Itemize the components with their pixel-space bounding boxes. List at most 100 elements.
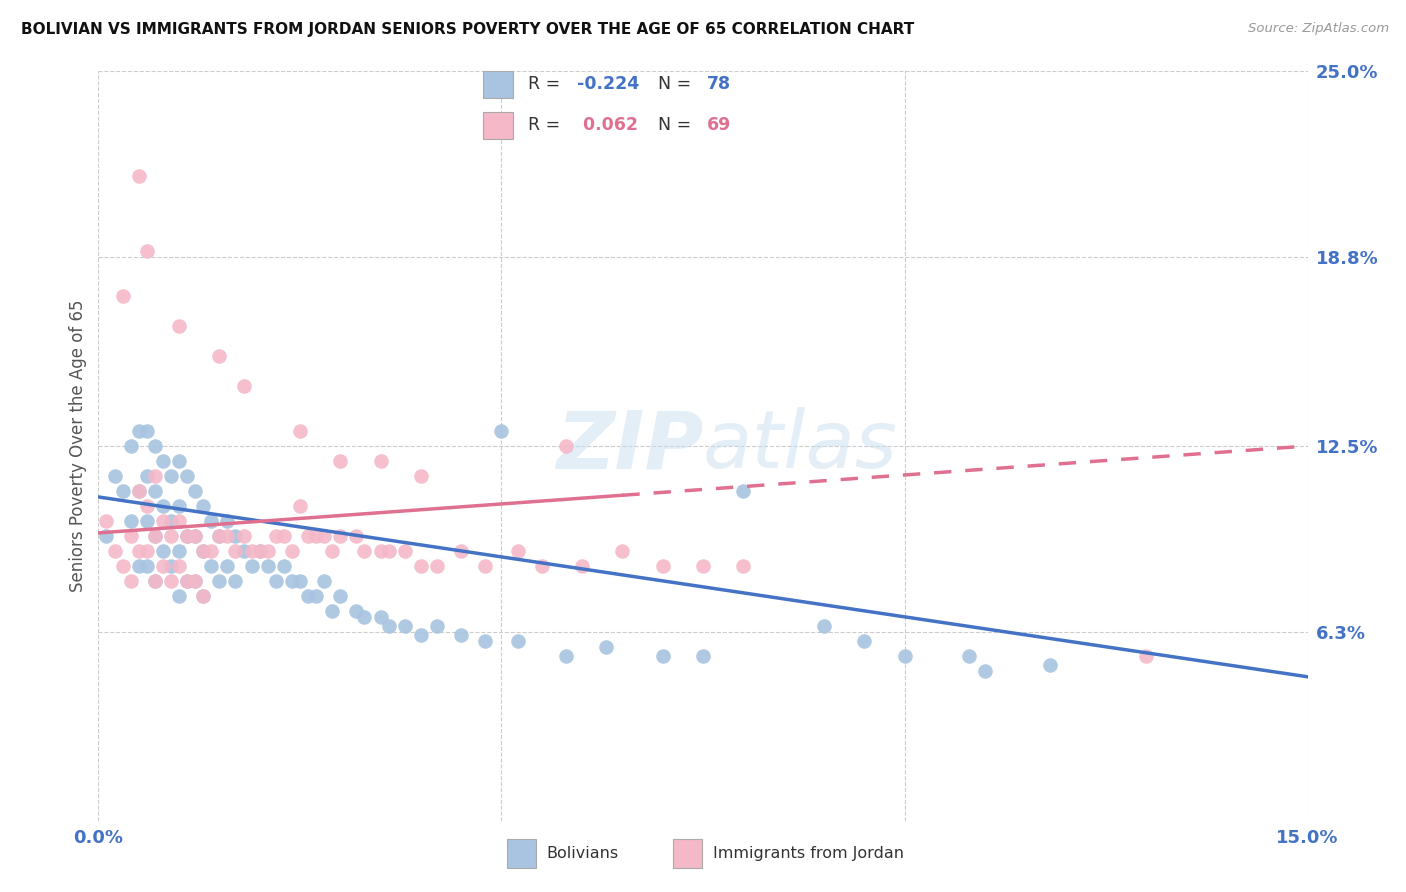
Point bbox=[264, 529, 287, 543]
Text: -0.224: -0.224 bbox=[576, 76, 640, 94]
Point bbox=[143, 439, 166, 453]
Point bbox=[281, 544, 304, 558]
Point bbox=[193, 544, 215, 558]
Point bbox=[273, 529, 295, 543]
Text: BOLIVIAN VS IMMIGRANTS FROM JORDAN SENIORS POVERTY OVER THE AGE OF 65 CORRELATIO: BOLIVIAN VS IMMIGRANTS FROM JORDAN SENIO… bbox=[21, 22, 914, 37]
Point bbox=[143, 483, 166, 498]
Point bbox=[120, 574, 142, 588]
Point bbox=[377, 544, 399, 558]
Point bbox=[305, 589, 328, 603]
Point bbox=[217, 558, 239, 573]
Point bbox=[193, 544, 215, 558]
Text: Bolivians: Bolivians bbox=[547, 847, 619, 861]
Point bbox=[217, 514, 239, 528]
Point bbox=[111, 289, 134, 303]
Point bbox=[167, 454, 190, 468]
Point bbox=[353, 544, 375, 558]
Point bbox=[120, 529, 142, 543]
Point bbox=[128, 483, 150, 498]
Point bbox=[344, 529, 367, 543]
Point bbox=[135, 499, 157, 513]
Point bbox=[733, 558, 755, 573]
Point bbox=[813, 619, 835, 633]
Point bbox=[232, 529, 254, 543]
Point bbox=[240, 544, 263, 558]
Point bbox=[474, 633, 496, 648]
Point bbox=[288, 574, 311, 588]
Point bbox=[224, 529, 246, 543]
Point bbox=[530, 558, 553, 573]
Point bbox=[321, 544, 343, 558]
FancyBboxPatch shape bbox=[484, 71, 513, 98]
Point bbox=[135, 558, 157, 573]
Point bbox=[506, 633, 529, 648]
Point bbox=[474, 558, 496, 573]
Point bbox=[160, 529, 183, 543]
Point bbox=[409, 628, 432, 642]
Point bbox=[297, 589, 319, 603]
Point bbox=[232, 544, 254, 558]
Point bbox=[217, 529, 239, 543]
Point bbox=[135, 424, 157, 438]
Point bbox=[176, 529, 198, 543]
Point bbox=[167, 589, 190, 603]
Point bbox=[160, 558, 183, 573]
Point bbox=[288, 499, 311, 513]
FancyBboxPatch shape bbox=[673, 839, 703, 868]
Text: R =: R = bbox=[529, 116, 567, 134]
Point bbox=[281, 574, 304, 588]
Point bbox=[200, 558, 222, 573]
Point bbox=[329, 529, 352, 543]
Point bbox=[426, 619, 449, 633]
Point bbox=[184, 574, 207, 588]
Point bbox=[264, 574, 287, 588]
Point bbox=[160, 574, 183, 588]
FancyBboxPatch shape bbox=[508, 839, 537, 868]
Point bbox=[184, 529, 207, 543]
Point bbox=[974, 664, 997, 678]
Point bbox=[394, 544, 416, 558]
Text: N =: N = bbox=[658, 116, 697, 134]
Text: Immigrants from Jordan: Immigrants from Jordan bbox=[713, 847, 904, 861]
Point bbox=[853, 633, 876, 648]
Point bbox=[176, 469, 198, 483]
Point bbox=[184, 529, 207, 543]
Point bbox=[651, 558, 673, 573]
Point bbox=[193, 589, 215, 603]
Point bbox=[256, 544, 278, 558]
Point bbox=[193, 499, 215, 513]
Point bbox=[692, 558, 714, 573]
Point bbox=[370, 544, 392, 558]
Point bbox=[370, 454, 392, 468]
Point bbox=[208, 529, 231, 543]
Point bbox=[314, 574, 336, 588]
Point bbox=[409, 469, 432, 483]
Point bbox=[111, 558, 134, 573]
Point bbox=[135, 469, 157, 483]
Point bbox=[305, 529, 328, 543]
Point bbox=[143, 529, 166, 543]
Point bbox=[612, 544, 634, 558]
Point bbox=[208, 574, 231, 588]
Point bbox=[184, 574, 207, 588]
Text: 69: 69 bbox=[707, 116, 731, 134]
Point bbox=[297, 529, 319, 543]
Point bbox=[111, 483, 134, 498]
Point bbox=[167, 319, 190, 334]
Point bbox=[733, 483, 755, 498]
Point bbox=[200, 514, 222, 528]
Point bbox=[143, 574, 166, 588]
Text: N =: N = bbox=[658, 76, 697, 94]
Point bbox=[103, 544, 125, 558]
Point bbox=[103, 469, 125, 483]
Point bbox=[152, 454, 174, 468]
Point bbox=[224, 574, 246, 588]
Point bbox=[377, 619, 399, 633]
Point bbox=[321, 604, 343, 618]
Point bbox=[120, 514, 142, 528]
Point bbox=[1135, 648, 1157, 663]
Point bbox=[160, 469, 183, 483]
Point bbox=[555, 648, 578, 663]
Point bbox=[128, 483, 150, 498]
Point bbox=[426, 558, 449, 573]
